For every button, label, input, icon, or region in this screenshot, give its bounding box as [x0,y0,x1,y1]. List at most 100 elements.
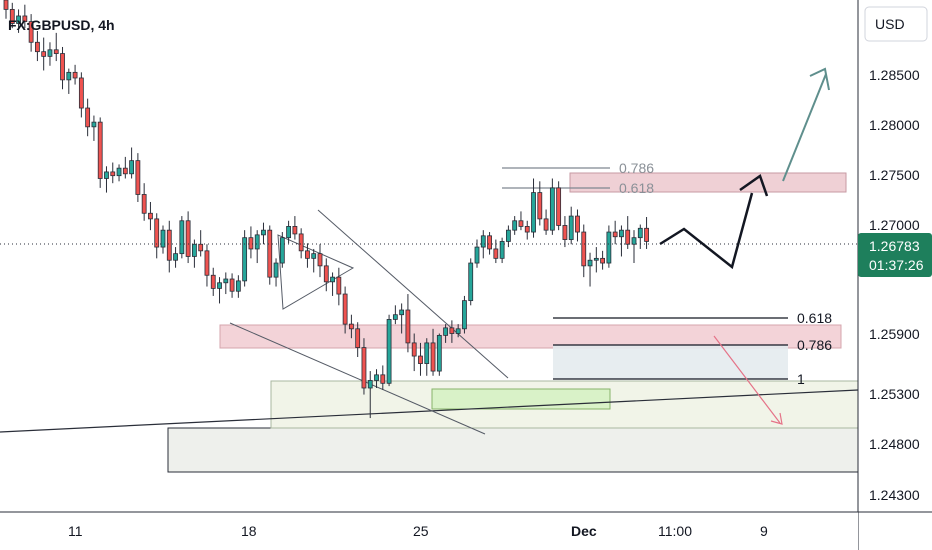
candle-bear [35,41,40,53]
projection-arrowhead-red [770,412,783,425]
candle-bear [575,215,580,233]
candle-bear [487,235,492,250]
candle-bull [367,380,373,389]
fib-upper-label-0786: 0.786 [619,160,654,176]
candle-bull [399,309,405,316]
price-tick: 1.27500 [869,167,920,183]
candle-bear [60,53,65,81]
candle-bear [267,229,273,278]
candle-bear [556,187,562,226]
candle-bull [242,237,248,282]
candle-bull [531,192,536,233]
candle-bull [279,237,285,264]
fib-lower-label-0786: 0.786 [797,337,832,353]
candle-bear [53,49,59,54]
fib-lower-label-0618: 0.618 [797,310,832,326]
candle-bull [330,276,335,283]
candle-bull [505,229,511,242]
candle-bull [311,253,317,259]
candle-bear [493,248,499,259]
candle-bull [217,282,222,289]
candle-bull [474,246,480,264]
candle-bear [210,274,216,289]
price-tick: 1.24800 [869,436,920,452]
candle-bear [141,194,147,214]
currency-button-label: USD [875,16,905,32]
price-tick: 1.25900 [869,326,920,342]
candle-bull [66,71,72,81]
time-axis-bg [0,512,858,550]
candle-bear [305,250,310,259]
candle-bear [355,328,361,348]
long-trendline[interactable] [0,389,859,433]
time-axis[interactable]: 11 18 25 Dec 11:00 9 [0,511,932,550]
candle-bull [606,231,612,264]
time-tick: 9 [760,523,768,539]
candle-bull [480,235,486,248]
candle-bear [204,250,210,276]
candle-bull [637,227,643,239]
candle-bull [549,187,555,231]
time-tick: 25 [413,523,429,539]
candle-bear [3,0,9,10]
candle-bear [298,233,304,252]
candle-bull [593,257,599,261]
candle-bull [129,160,135,175]
candle-bull [374,374,379,381]
candle-bear [85,107,91,128]
candle-bull [499,241,505,259]
fib-lower-label-1: 1 [797,371,805,387]
candle-bull [47,49,53,57]
candle-bear [562,225,568,240]
projection-path-black[interactable] [659,192,754,270]
candle-bull [468,262,474,302]
wedge-lower-line[interactable] [229,322,486,435]
candle-bear [292,226,298,235]
time-tick: 11 [68,523,83,539]
fib-retracement-upper[interactable]: 0.786 0.618 [502,160,654,196]
price-tick: 1.28500 [869,67,920,83]
candle-bear [97,121,103,179]
candle-bear [198,243,204,252]
projection-arrow-teal[interactable] [782,73,827,182]
last-price-value: 1.26783 [869,238,920,254]
candle-bear [72,71,78,79]
last-price-badge [858,233,932,277]
candle-bear [361,347,367,389]
candle-bear [600,257,605,264]
price-axis[interactable]: USD 1.28500 1.28000 1.27500 1.27000 1.25… [857,0,932,550]
price-tick: 1.25300 [869,386,920,402]
time-tick: Dec [571,523,597,539]
candle-bear [612,231,618,238]
candle-bull [16,15,21,24]
candle-bear [9,8,15,24]
candle-bear [380,374,386,384]
target-zone-red [569,172,847,193]
candle-bear [22,15,28,23]
candle-bull [173,253,178,261]
candle-bear [148,212,153,220]
candle-bear [644,227,649,242]
candle-bull [462,300,467,330]
candle-bear [135,160,141,195]
price-tick: 1.28000 [869,117,920,133]
candle-bull [104,171,109,179]
candle-bull [179,220,185,255]
triangle-pattern[interactable] [277,234,355,310]
candle-bull [273,262,279,278]
wedge-upper-line[interactable] [317,209,509,379]
candle-bull [254,234,260,250]
candle-bull [424,342,430,364]
projection-arrow-red[interactable] [713,335,781,424]
candle-bear [348,323,354,330]
candle-bear [110,171,116,177]
fib-upper-label-0618: 0.618 [619,180,654,196]
candle-bear [418,355,423,364]
projection-arrowhead-black [739,174,769,197]
currency-button[interactable] [864,6,928,42]
candle-bear [581,231,587,267]
candle-bull [392,314,398,320]
candle-bear [185,220,191,257]
fib-retracement-lower[interactable]: 0.618 0.786 1 [553,310,832,387]
